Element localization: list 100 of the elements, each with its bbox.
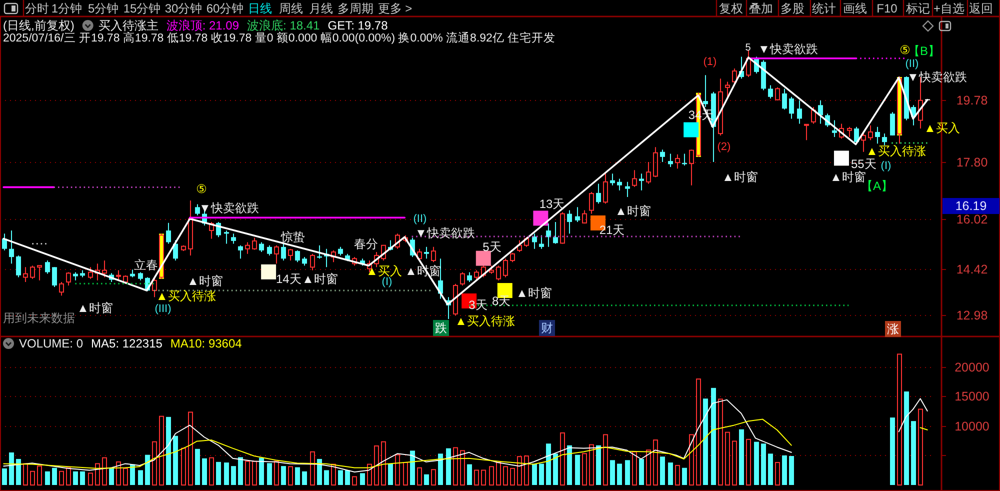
bar (660, 456, 665, 485)
bar (2, 468, 7, 485)
chart-title: VOLUME: 0 (19, 336, 84, 350)
candlestick (45, 260, 50, 274)
bar (16, 458, 21, 485)
bar (481, 470, 486, 486)
bar (510, 468, 515, 486)
text: 周线 (279, 2, 303, 16)
text: 画线 (843, 2, 867, 16)
annotation: 55天 (851, 157, 876, 171)
candlestick (625, 181, 630, 198)
annotation: 13天 (539, 197, 565, 211)
bar (80, 471, 85, 485)
text: 分时 (25, 2, 49, 16)
line-series (898, 398, 928, 432)
bar (352, 476, 357, 486)
point (261, 264, 276, 280)
line-series (3, 399, 792, 472)
text: 16.19 (955, 199, 987, 213)
bar (539, 464, 544, 485)
bar (517, 456, 522, 486)
annotation: 8天 (492, 294, 511, 308)
bar (95, 463, 100, 486)
text: 2025/07/16/三 开19.78 高19.78 低19.78 收19.78 量0 额0.000 幅0.00(0.00%) 换0.00% 流通8.92亿 住宅开发 (3, 30, 556, 44)
annotation: (I) (880, 160, 892, 172)
bar (696, 378, 701, 486)
annotation: 财 (541, 321, 553, 335)
bar (310, 451, 315, 486)
bar (181, 448, 186, 486)
bar (467, 464, 472, 485)
annotation: ▲时窗 (187, 274, 223, 288)
bar (238, 457, 243, 485)
bar (152, 441, 157, 486)
candlestick (797, 100, 802, 124)
annotation: ▲买入 (366, 264, 402, 278)
y-tick-label: 19.78 (956, 94, 988, 108)
bar (231, 466, 236, 485)
bar (653, 440, 658, 486)
bar (109, 468, 114, 485)
bar (589, 444, 594, 486)
annotation: ▲买入待涨 (156, 289, 216, 303)
annotation: ▲时窗 (77, 301, 113, 315)
annotation: 立春 (134, 258, 158, 272)
annotation: ▲时窗 (615, 204, 651, 218)
candlestick (575, 206, 580, 222)
bar (546, 444, 551, 485)
bar (911, 421, 916, 485)
bar (281, 466, 286, 485)
annotation: (1) (703, 56, 717, 68)
candlestick (546, 223, 551, 248)
candlestick (782, 88, 787, 110)
text: 返回 (969, 2, 993, 16)
text: 15分钟 (123, 2, 161, 16)
candlestick (231, 233, 236, 244)
annotation: ▼快卖欲跌 (199, 201, 259, 215)
bar (159, 416, 164, 486)
candlestick (882, 133, 887, 146)
bar (897, 354, 902, 486)
bar (438, 454, 443, 485)
bar (725, 432, 730, 486)
bar (324, 470, 329, 485)
y-tick-label: 12.98 (956, 308, 988, 322)
annotation: (III) (154, 303, 172, 315)
bar (395, 454, 400, 486)
bar (632, 451, 637, 486)
bar (639, 458, 644, 485)
candlestick (875, 126, 880, 144)
bar (145, 454, 150, 485)
candlestick (424, 246, 429, 260)
y-tick-label: 15000 (954, 390, 990, 404)
bar (424, 474, 429, 485)
point (533, 210, 548, 226)
candlestick (668, 153, 673, 168)
bar (768, 454, 773, 485)
annotation: ▲买入待涨 (866, 144, 926, 158)
bar (274, 460, 279, 486)
candlestick (789, 96, 794, 120)
y-tick-label: 14.42 (956, 262, 988, 276)
bar (224, 462, 229, 485)
bar (345, 470, 350, 485)
y-tick-label: 10000 (954, 420, 990, 434)
annotation: 惊蛰 (280, 230, 305, 244)
annotation: ▲时窗 (516, 286, 552, 300)
candlestick (660, 149, 665, 162)
bar (460, 450, 465, 486)
annotation: 跌 (435, 321, 447, 335)
candlestick (768, 84, 773, 99)
bar (496, 462, 501, 486)
candlestick (173, 240, 178, 262)
bar (582, 453, 587, 486)
bar (88, 472, 93, 486)
bar (703, 398, 708, 485)
candlestick (832, 120, 837, 138)
y-tick-label: 17.80 (956, 156, 988, 170)
candlestick (245, 242, 250, 254)
bar (596, 445, 601, 485)
candlestick (467, 272, 472, 282)
bar (560, 432, 565, 486)
bar (216, 462, 221, 485)
annotation: 用到未来数据 (3, 311, 75, 325)
